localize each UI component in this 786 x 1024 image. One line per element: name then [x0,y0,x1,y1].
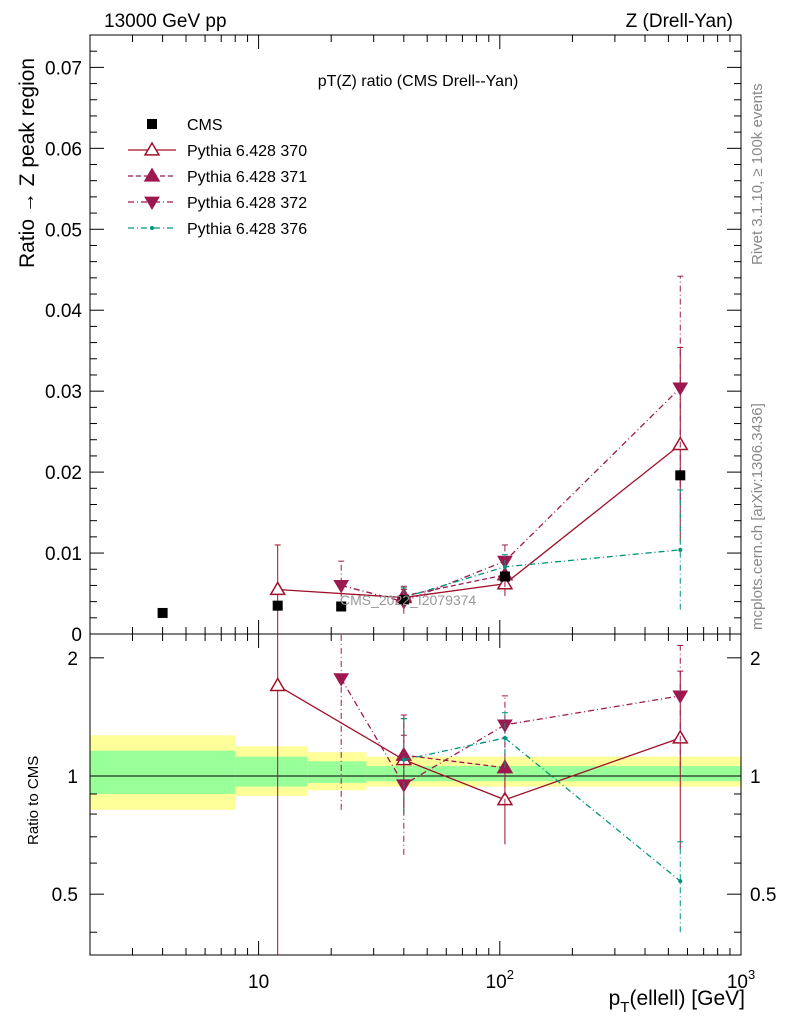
y-tick-label: 0.02 [45,463,82,484]
ratio-point [333,673,350,687]
legend-label: Pythia 6.428 372 [187,195,307,212]
x-axis-title: pT(ellell) [GeV] [609,987,745,1016]
uncertainty-band-inner [307,761,367,783]
data-point [333,580,350,594]
x-axis-title-rest: (ellell) [GeV] [629,987,745,1010]
ratio-line [403,754,505,769]
ratio-point [401,757,406,762]
data-point-cms [157,607,168,618]
x-tick-label-exponent: 3 [748,967,755,982]
header-energy: 13000 GeV pp [104,11,227,32]
legend-label: Pythia 6.428 371 [187,169,307,186]
x-tick-label: 10 [248,972,269,993]
uncertainty-band-inner [366,766,741,782]
rivet-label: Rivet 3.1.10, ≥ 100k events [749,83,766,265]
ratio-point [672,690,689,704]
x-axis-title-p: p [609,987,621,1010]
ratio-point [269,677,287,692]
legend-marker [143,167,161,182]
legend-marker [147,119,157,129]
ratio-series-group [269,634,689,955]
series-line [403,549,681,599]
y-tick-label: 0.07 [45,58,82,79]
data-point-cms [499,571,510,582]
y-tick-label: 0.06 [45,139,82,160]
watermark: CMS_2022_I2079374 [340,592,476,608]
data-point [678,547,683,552]
ratio-frame [89,633,742,956]
data-point-cms [675,470,686,481]
ratio-line [340,678,681,786]
ratio-y-tick-label: 1 [750,767,761,788]
ratio-y-tick-label: 1 [67,767,78,788]
x-tick-label: 102 [486,967,514,993]
data-point [672,382,689,396]
ratio-y-tick-label: 2 [67,649,78,670]
series-line [341,387,681,603]
legend-marker [143,141,161,156]
ratio-point [502,735,507,740]
legend-label: Pythia 6.428 376 [187,221,307,238]
mcplots-label: mcplots.cern.ch [arXiv:1306.3436] [749,403,766,630]
data-point-cms [398,595,409,606]
data-point-cms [336,601,347,612]
legend: CMS Pythia 6.428 370 Pythia 6.428 371 Pythi… [128,117,307,238]
y-tick-label: 0.03 [45,382,82,403]
main-series-group [157,275,689,634]
ratio-point [496,791,514,806]
ratio-point [678,879,683,884]
legend-marker [144,196,160,210]
y-tick-label: 0.01 [45,544,82,565]
x-tick-label-exponent: 2 [507,967,514,982]
header-process: Z (Drell-Yan) [626,11,733,32]
legend-marker [150,226,154,230]
legend-label: CMS [187,117,223,134]
data-point [502,564,507,569]
x-axis-title-sub: T [620,999,629,1016]
ratio-y-tick-label: 0.5 [52,885,78,906]
data-point-cms [272,600,283,611]
uncertainty-band-inner [235,756,308,787]
uncertainty-band-inner [90,750,236,794]
ratio-y-tick-label: 0.5 [750,885,776,906]
legend-label: Pythia 6.428 370 [187,143,307,160]
plot-title: pT(Z) ratio (CMS Drell--Yan) [318,73,519,90]
ratio-y-tick-label: 2 [750,649,761,670]
y-tick-label: 0.05 [45,220,82,241]
y-tick-label: 0.04 [45,301,82,322]
ratio-axis-title: Ratio to CMS [25,756,42,845]
y-axis-title: Ratio → Z peak region [16,58,39,268]
data-point [269,581,287,596]
y-tick-label: 0 [71,625,82,646]
main-panel: 0 0.01 0.02 0.03 0.04 0.05 0.06 0.07 [45,34,742,646]
